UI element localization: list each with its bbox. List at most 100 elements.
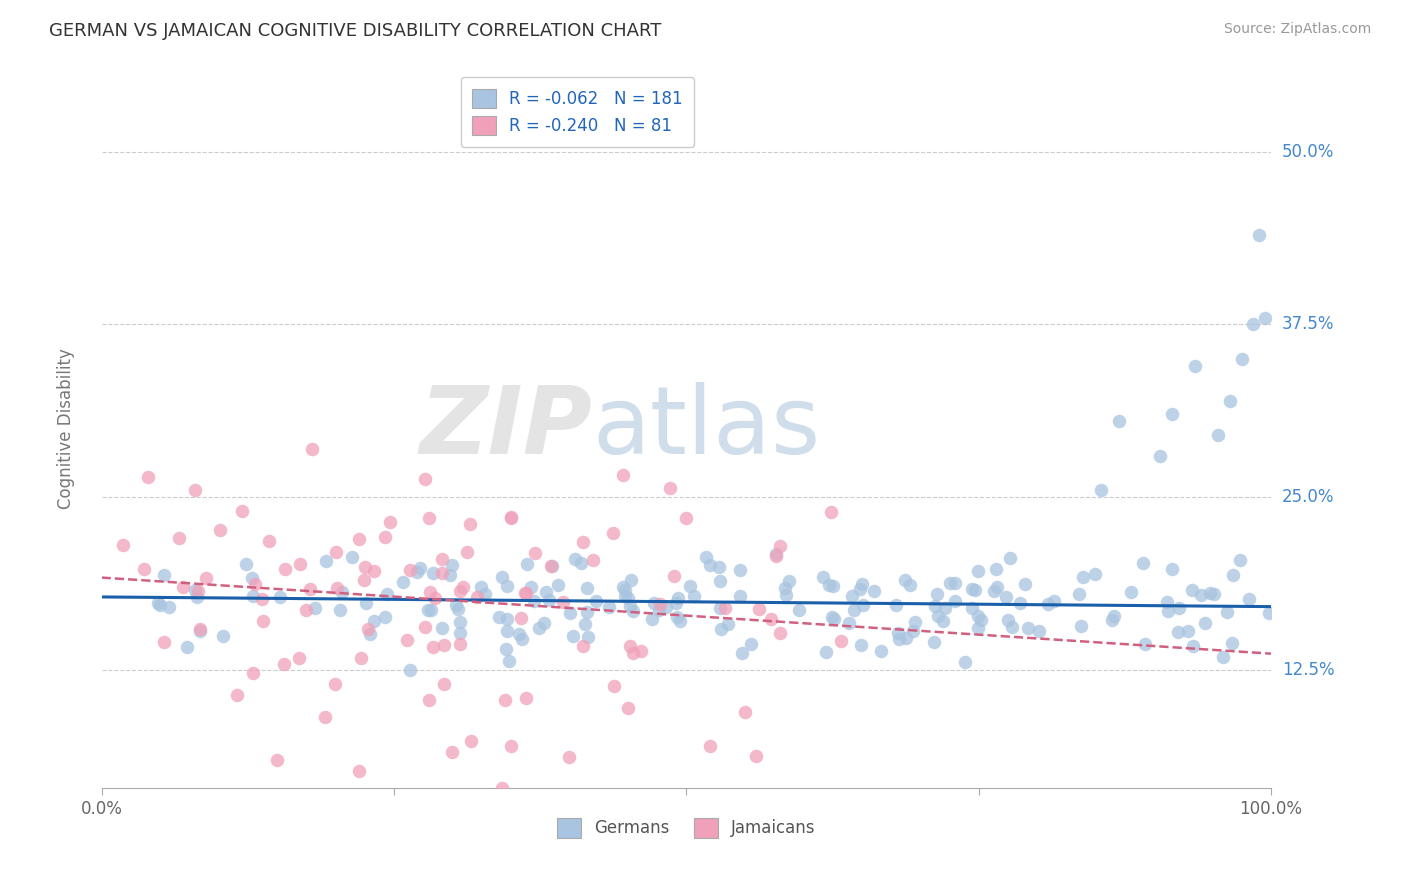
Point bbox=[765, 549, 787, 563]
Point bbox=[430, 552, 453, 566]
Point bbox=[330, 584, 353, 599]
Point bbox=[418, 511, 440, 525]
Point bbox=[363, 564, 385, 578]
Point bbox=[602, 525, 624, 540]
Point bbox=[665, 596, 688, 610]
Point bbox=[520, 580, 543, 594]
Point bbox=[765, 547, 787, 561]
Point bbox=[439, 568, 461, 582]
Point bbox=[1156, 594, 1178, 608]
Point bbox=[849, 582, 872, 596]
Point bbox=[167, 531, 190, 545]
Point bbox=[1254, 310, 1277, 325]
Point bbox=[509, 611, 531, 625]
Point bbox=[717, 617, 740, 632]
Point bbox=[745, 749, 768, 764]
Point bbox=[449, 637, 471, 651]
Point bbox=[699, 558, 721, 572]
Point bbox=[374, 530, 396, 544]
Point bbox=[157, 599, 180, 614]
Point bbox=[619, 639, 641, 653]
Point bbox=[620, 573, 643, 587]
Point bbox=[212, 629, 235, 643]
Point bbox=[728, 563, 751, 577]
Y-axis label: Cognitive Disability: Cognitive Disability bbox=[58, 348, 75, 508]
Point bbox=[734, 706, 756, 720]
Point bbox=[1239, 591, 1261, 606]
Point bbox=[1230, 351, 1253, 366]
Point bbox=[576, 605, 599, 619]
Point bbox=[572, 534, 595, 549]
Point bbox=[465, 591, 488, 605]
Point bbox=[1121, 585, 1143, 599]
Point bbox=[1160, 562, 1182, 576]
Point bbox=[613, 582, 636, 597]
Point bbox=[623, 646, 645, 660]
Point bbox=[186, 591, 208, 605]
Point bbox=[510, 632, 533, 646]
Point bbox=[257, 534, 280, 549]
Point bbox=[274, 562, 297, 576]
Point bbox=[612, 467, 634, 482]
Point bbox=[491, 780, 513, 795]
Point bbox=[852, 598, 875, 612]
Point bbox=[643, 596, 665, 610]
Point bbox=[962, 600, 984, 615]
Point bbox=[575, 581, 598, 595]
Point bbox=[1133, 637, 1156, 651]
Point bbox=[208, 523, 231, 537]
Point bbox=[849, 638, 872, 652]
Point bbox=[498, 654, 520, 668]
Point bbox=[664, 568, 686, 582]
Point bbox=[433, 677, 456, 691]
Point bbox=[290, 557, 312, 571]
Point bbox=[329, 603, 352, 617]
Point bbox=[474, 587, 496, 601]
Point bbox=[953, 655, 976, 669]
Point bbox=[709, 600, 731, 615]
Point bbox=[1168, 601, 1191, 615]
Point bbox=[326, 581, 349, 595]
Point bbox=[491, 570, 513, 584]
Point bbox=[419, 585, 441, 599]
Text: GERMAN VS JAMAICAN COGNITIVE DISABILITY CORRELATION CHART: GERMAN VS JAMAICAN COGNITIVE DISABILITY … bbox=[49, 22, 662, 40]
Point bbox=[441, 745, 464, 759]
Text: 25.0%: 25.0% bbox=[1282, 488, 1334, 507]
Point bbox=[922, 635, 945, 649]
Point bbox=[444, 598, 467, 612]
Point bbox=[811, 570, 834, 584]
Point bbox=[778, 574, 800, 589]
Text: 50.0%: 50.0% bbox=[1282, 143, 1334, 161]
Point bbox=[354, 559, 377, 574]
Point bbox=[1219, 393, 1241, 408]
Point bbox=[887, 632, 910, 646]
Point bbox=[1149, 449, 1171, 463]
Point bbox=[967, 621, 990, 635]
Point bbox=[513, 586, 536, 600]
Point bbox=[540, 559, 562, 574]
Point bbox=[585, 594, 607, 608]
Point bbox=[494, 693, 516, 707]
Point bbox=[598, 600, 620, 615]
Point bbox=[986, 580, 1008, 594]
Point bbox=[456, 545, 478, 559]
Point bbox=[821, 579, 844, 593]
Point bbox=[315, 554, 337, 568]
Point bbox=[1194, 616, 1216, 631]
Point bbox=[569, 556, 592, 570]
Point bbox=[470, 580, 492, 594]
Point bbox=[499, 739, 522, 754]
Point bbox=[943, 575, 966, 590]
Point bbox=[821, 610, 844, 624]
Point bbox=[1010, 596, 1032, 610]
Point bbox=[529, 621, 551, 635]
Point bbox=[1216, 606, 1239, 620]
Point bbox=[640, 612, 662, 626]
Point bbox=[564, 552, 586, 566]
Point bbox=[574, 617, 596, 632]
Point bbox=[425, 591, 447, 606]
Point bbox=[449, 584, 471, 599]
Point bbox=[838, 616, 860, 631]
Point bbox=[235, 558, 257, 572]
Point bbox=[1071, 570, 1094, 584]
